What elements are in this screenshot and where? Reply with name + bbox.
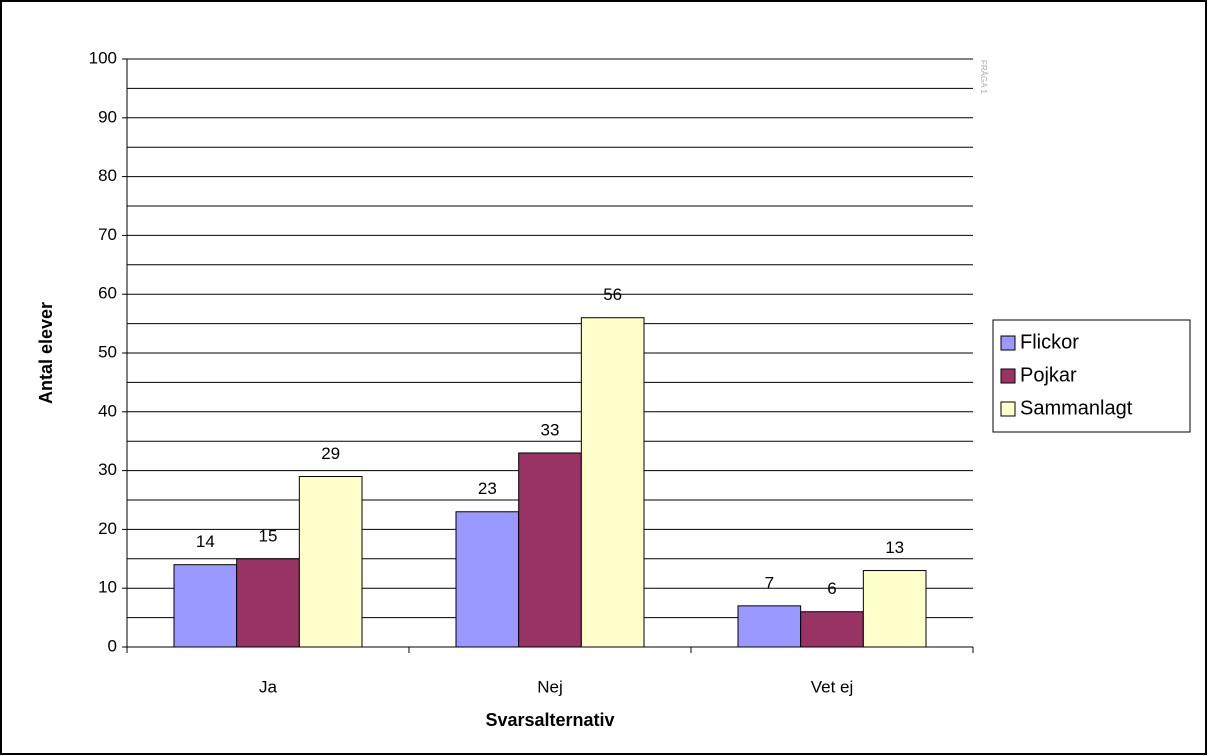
legend-label: Pojkar: [1020, 364, 1077, 386]
y-axis-label: Antal elever: [36, 302, 56, 404]
bar: [298, 475, 363, 648]
y-tick-label: 50: [98, 342, 117, 361]
x-tick-label: Nej: [537, 677, 563, 696]
y-tick-label: 80: [98, 166, 117, 185]
y-tick-label: 10: [98, 578, 117, 597]
data-label: 15: [259, 526, 278, 545]
y-tick-label: 0: [108, 636, 117, 655]
data-label: 14: [196, 532, 215, 551]
data-label: 33: [541, 420, 560, 439]
data-label: 23: [478, 479, 497, 498]
y-tick-label: 90: [98, 107, 117, 126]
x-tick-label: Vet ej: [811, 677, 854, 696]
bar: [455, 511, 520, 648]
legend-swatch: [1000, 368, 1016, 384]
data-label: 13: [885, 538, 904, 557]
bar: [518, 452, 582, 648]
data-label: 56: [603, 285, 622, 304]
y-tick-label: 30: [98, 460, 117, 479]
y-tick-label: 20: [98, 519, 117, 538]
legend-label: Sammanlagt: [1020, 397, 1133, 419]
bar: [580, 317, 645, 648]
legend-swatch: [1000, 401, 1016, 417]
legend-swatch: [1000, 335, 1016, 351]
data-label: 7: [765, 573, 774, 592]
x-axis-label: Svarsalternativ: [485, 710, 614, 730]
data-label: 29: [321, 444, 340, 463]
bar: [800, 611, 864, 648]
legend-label: Flickor: [1020, 331, 1079, 353]
bar: [862, 570, 927, 648]
y-tick-label: 70: [98, 225, 117, 244]
x-tick-label: Ja: [259, 677, 278, 696]
bar: [737, 605, 802, 648]
bar: [173, 564, 238, 648]
bar: [236, 558, 300, 648]
data-label: 6: [827, 579, 836, 598]
annotation: FRÅGA 1: [979, 60, 988, 94]
legend-box: [992, 319, 1191, 433]
y-tick-label: 100: [89, 48, 117, 67]
y-tick-label: 60: [98, 284, 117, 303]
y-tick-label: 40: [98, 401, 117, 420]
